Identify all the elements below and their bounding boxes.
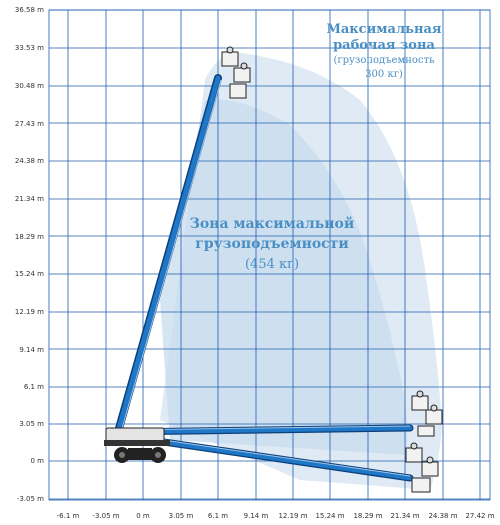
x-label-9.14: 9.14 m bbox=[244, 512, 269, 520]
x-label-12.19: 12.19 m bbox=[278, 512, 307, 520]
y-label-0: 0 m bbox=[31, 457, 45, 465]
x-label-21.34: 21.34 m bbox=[390, 512, 419, 520]
x-label-15.24: 15.24 m bbox=[315, 512, 344, 520]
y-label-12.19: 12.19 m bbox=[15, 308, 44, 316]
y-label-6.1: 6.1 m bbox=[24, 383, 44, 391]
x-label-3.05: 3.05 m bbox=[169, 512, 194, 520]
x-label-6.1: 6.1 m bbox=[208, 512, 228, 520]
x-label-minus-3.05: -3.05 m bbox=[92, 512, 119, 520]
grid-frame bbox=[48, 9, 491, 501]
y-label-33.53: 33.53 m bbox=[15, 44, 44, 52]
y-label-9.14: 9.14 m bbox=[19, 346, 44, 354]
x-label-minus-6.1: -6.1 m bbox=[57, 512, 80, 520]
y-label-18.29: 18.29 m bbox=[15, 233, 44, 241]
lowered-boom bbox=[146, 436, 414, 482]
x-label-24.38: 24.38 m bbox=[428, 512, 457, 520]
max-working-zone-subtitle-line2: 300 кг) bbox=[365, 69, 403, 80]
y-label-minus-3.05: -3.05 m bbox=[17, 495, 44, 503]
grid bbox=[48, 9, 491, 501]
y-label-30.48: 30.48 m bbox=[15, 82, 44, 90]
y-label-21.34: 21.34 m bbox=[15, 195, 44, 203]
raised-boom bbox=[114, 74, 222, 436]
y-label-15.24: 15.24 m bbox=[15, 270, 44, 278]
y-label-36.58: 36.58 m bbox=[15, 6, 44, 14]
max-capacity-zone-title-line2: грузоподъемности bbox=[195, 236, 349, 252]
x-label-0: 0 m bbox=[136, 512, 150, 520]
zone-areas bbox=[160, 52, 442, 490]
max-capacity-zone-subtitle: (454 кг) bbox=[245, 257, 299, 272]
x-label-27.42: 27.42 m bbox=[465, 512, 494, 520]
max-capacity-zone-title-line1: Зона максимальной bbox=[190, 215, 354, 232]
max-capacity-zone-label: Зона максимальной грузоподъемности (454 … bbox=[190, 215, 354, 272]
y-axis-labels: 36.58 m 33.53 m 30.48 m 27.43 m 24.38 m … bbox=[15, 6, 44, 503]
y-label-27.43: 27.43 m bbox=[15, 120, 44, 128]
max-capacity-zone-area bbox=[160, 99, 408, 456]
y-label-24.38: 24.38 m bbox=[15, 157, 44, 165]
max-working-zone-subtitle-line1: (грузоподъемность bbox=[333, 55, 435, 66]
max-working-zone-title-line1: Максимальная bbox=[326, 22, 441, 37]
basket-top bbox=[221, 46, 251, 99]
chassis bbox=[104, 427, 170, 463]
x-label-18.29: 18.29 m bbox=[353, 512, 382, 520]
x-axis-labels: -6.1 m -3.05 m 0 m 3.05 m 6.1 m 9.14 m 1… bbox=[57, 512, 495, 520]
y-label-3.05: 3.05 m bbox=[19, 420, 44, 428]
max-working-zone-label: Максимальная рабочая зона (грузоподъемно… bbox=[326, 22, 441, 80]
boom-lift bbox=[104, 46, 443, 493]
max-working-zone-title-line2: рабочая зона bbox=[333, 38, 435, 53]
basket-horizontal bbox=[411, 390, 443, 437]
basket-lowered bbox=[405, 442, 439, 493]
